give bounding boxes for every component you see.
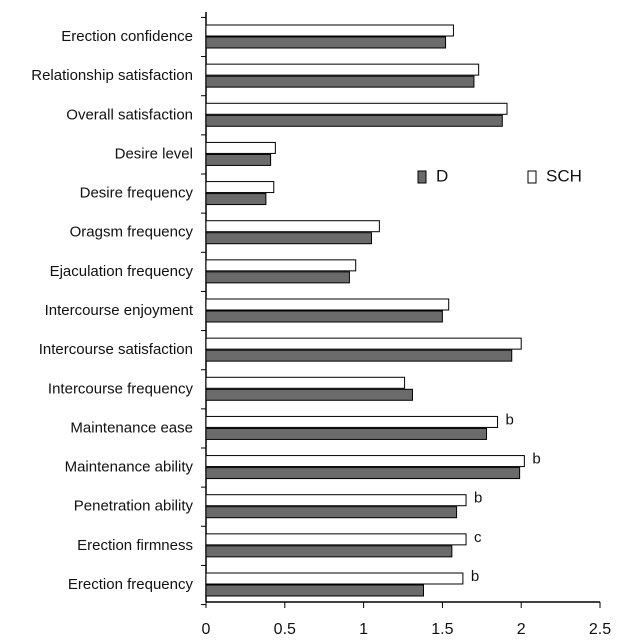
- category-label: Maintenance ease: [70, 419, 193, 436]
- annotation: b: [471, 568, 479, 585]
- bar: [205, 415, 499, 428]
- bar: [205, 181, 275, 194]
- bar: [205, 24, 454, 37]
- category-label: Intercourse frequency: [48, 380, 194, 397]
- category-label: Erection firmness: [77, 537, 193, 554]
- annotation: b: [474, 490, 482, 507]
- category-label: Erection frequency: [68, 576, 194, 593]
- category-label: Ejaculation frequency: [50, 263, 194, 280]
- bar: [205, 572, 464, 585]
- category-label: Intercourse satisfaction: [39, 341, 193, 358]
- bar: [205, 545, 453, 558]
- bar: [205, 141, 276, 154]
- category-label: Overall satisfaction: [66, 106, 193, 123]
- category-label: Desire level: [115, 145, 193, 162]
- bar: [205, 455, 525, 468]
- category-label: Penetration ability: [74, 498, 194, 515]
- legend-swatch: [527, 170, 537, 184]
- category-label: Relationship satisfaction: [31, 67, 193, 84]
- bar: [205, 506, 458, 519]
- x-tick-label: 2: [517, 621, 526, 638]
- x-tick-label: 0: [202, 621, 211, 638]
- bar: [205, 376, 406, 389]
- annotation: b: [506, 411, 514, 428]
- bar: [205, 220, 380, 233]
- category-label: Erection confidence: [61, 28, 193, 45]
- annotation: c: [474, 529, 482, 546]
- bar: [205, 232, 372, 245]
- bar: [205, 259, 357, 272]
- annotation: b: [532, 451, 540, 468]
- bar: [205, 467, 521, 480]
- bar: [205, 533, 467, 546]
- category-label: Maintenance ability: [65, 459, 194, 476]
- category-label: Desire frequency: [80, 185, 194, 202]
- legend-swatch: [417, 170, 427, 184]
- bar: [205, 388, 413, 401]
- bar: [205, 298, 450, 311]
- bar: [205, 63, 480, 76]
- bar: [205, 427, 488, 440]
- bar: [205, 102, 508, 115]
- category-label: Intercourse enjoyment: [45, 302, 194, 319]
- bar: [205, 36, 447, 49]
- category-label: Oragsm frequency: [70, 224, 194, 241]
- bar: [205, 271, 350, 284]
- x-tick-label: 1: [359, 621, 368, 638]
- bar: [205, 494, 467, 507]
- bar: [205, 349, 513, 362]
- legend-label: D: [436, 166, 448, 185]
- legend-label: SCH: [546, 166, 582, 185]
- x-tick-label: 2.5: [589, 621, 611, 638]
- bar: [205, 114, 503, 127]
- bar: [205, 153, 272, 166]
- bar: [205, 310, 443, 323]
- x-tick-label: 1.5: [431, 621, 453, 638]
- bar: [205, 584, 424, 597]
- bar: [205, 75, 475, 88]
- bar: [205, 193, 267, 206]
- x-tick-label: 0.5: [274, 621, 296, 638]
- bar: [205, 337, 522, 350]
